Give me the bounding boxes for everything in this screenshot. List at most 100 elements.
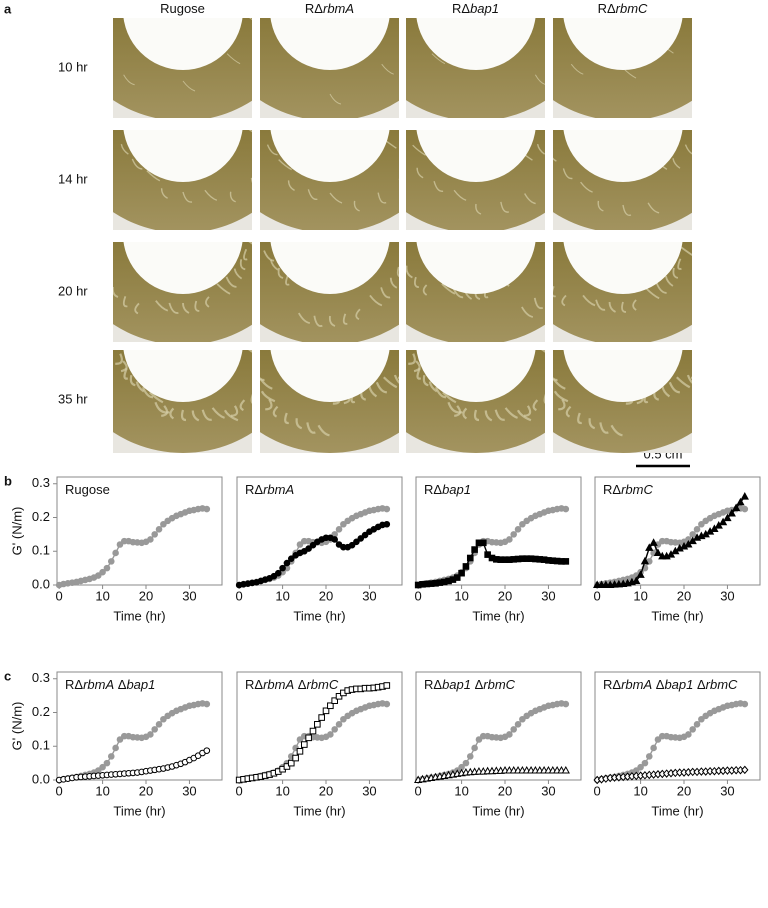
dish-hole <box>270 350 390 402</box>
wrinkle <box>521 306 534 318</box>
wrinkle <box>403 360 406 370</box>
data-point <box>689 726 696 733</box>
wrinkle <box>462 407 468 420</box>
wrinkle <box>431 53 446 65</box>
wrinkle <box>263 250 275 262</box>
wrinkle <box>428 381 438 393</box>
wrinkle <box>272 405 279 418</box>
data-point <box>484 551 491 558</box>
text-run: bap1 <box>442 677 471 692</box>
wrinkle <box>533 297 544 310</box>
y-tick-label: 0.1 <box>32 543 50 558</box>
wrinkle <box>129 374 136 387</box>
wrinkle <box>250 177 252 184</box>
wrinkle <box>226 53 241 65</box>
data-line <box>59 702 207 781</box>
data-point <box>292 754 299 762</box>
data-point <box>466 753 474 760</box>
plot-frame <box>236 476 403 586</box>
y-tick-label: 0.0 <box>32 771 50 786</box>
photo-content <box>260 130 399 230</box>
wrinkle <box>553 377 558 382</box>
data-point <box>741 765 749 775</box>
data-point <box>723 513 732 522</box>
wrinkle <box>266 144 278 156</box>
x-tick-label: 30 <box>362 783 376 798</box>
data-line <box>59 507 207 586</box>
wrinkle <box>329 192 343 204</box>
wrinkle <box>500 201 510 213</box>
photo-content <box>406 18 545 118</box>
x-tick-label: 0 <box>56 588 63 603</box>
wrinkle <box>93 263 104 273</box>
wrinkle <box>381 63 394 75</box>
data-point <box>94 572 102 579</box>
wrinkle <box>558 398 566 411</box>
chart-title: RΔbap1 <box>424 482 471 497</box>
wrinkle <box>719 24 730 34</box>
data-point <box>287 759 295 767</box>
wrinkle <box>553 390 569 403</box>
wrinkle <box>414 276 419 289</box>
dish-hole <box>416 130 536 182</box>
x-tick-label: 30 <box>720 588 734 603</box>
data-point <box>296 748 304 755</box>
photo <box>406 350 545 453</box>
data-point <box>335 693 343 700</box>
data-point <box>112 549 119 557</box>
data-point <box>685 731 692 738</box>
wrinkle <box>368 386 378 398</box>
data-point <box>383 682 391 689</box>
photo-content <box>406 350 545 453</box>
wrinkle <box>562 168 573 180</box>
wrinkle <box>696 360 699 370</box>
x-tick-label: 10 <box>633 783 647 798</box>
data-point <box>640 556 650 565</box>
data-point <box>506 731 513 738</box>
text-run: Δ <box>652 677 665 692</box>
data-point <box>327 731 334 738</box>
text-run: rbmC <box>306 677 338 692</box>
data-point <box>645 543 654 551</box>
wrinkle <box>329 93 342 105</box>
wrinkle <box>645 287 660 300</box>
x-tick-label: 10 <box>633 588 647 603</box>
x-tick-label: 20 <box>498 588 512 603</box>
data-point <box>203 700 211 708</box>
data-point <box>270 572 278 580</box>
text-run: Rugose <box>160 1 205 16</box>
wrinkle <box>402 255 405 265</box>
x-tick-label: 10 <box>454 783 468 798</box>
text-run: RΔ <box>245 482 263 497</box>
text-run: Δ <box>294 677 307 692</box>
data-point <box>453 574 461 581</box>
data-point <box>309 541 317 549</box>
dish-hole <box>416 18 536 70</box>
photo-content <box>553 18 730 118</box>
wrinkle <box>396 266 399 278</box>
data-point <box>514 526 522 533</box>
data-point <box>641 759 649 767</box>
wrinkle <box>588 418 596 430</box>
y-tick-label: 0.3 <box>32 670 50 685</box>
data-point <box>361 531 369 539</box>
wrinkle <box>672 267 679 279</box>
wrinkle <box>441 283 456 295</box>
wrinkle <box>553 286 556 298</box>
dish-hole <box>123 350 243 402</box>
data-point <box>698 715 705 723</box>
wrinkle <box>284 412 289 425</box>
data-point <box>645 753 653 760</box>
dish-hole <box>416 350 536 402</box>
photo <box>113 350 252 453</box>
column-header: Rugose <box>160 1 205 16</box>
dish-hole <box>270 130 390 182</box>
photo <box>406 130 545 230</box>
wrinkle <box>205 296 210 308</box>
wrinkle <box>243 248 248 261</box>
text-run: RΔ <box>424 482 442 497</box>
x-tick-label: 10 <box>95 783 109 798</box>
text-run: RΔ <box>245 677 263 692</box>
data-point <box>103 564 111 572</box>
